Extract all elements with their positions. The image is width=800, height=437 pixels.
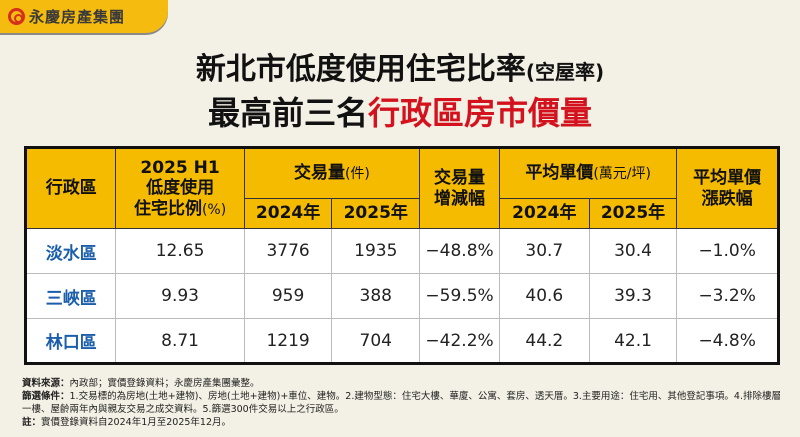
header-volume-change: 交易量 增減幅 [419,147,500,229]
header-district: 行政區 [24,147,117,229]
header-volume: 交易量(件) [243,147,421,199]
title-suffix: (空屋率) [525,60,605,84]
filter-label: 篩選條件： [22,391,70,402]
cell-district: 三峽區 [24,273,117,319]
header-price-change: 平均單價 漲跌幅 [676,147,779,229]
header-ratio: 2025 H1 低度使用 住宅比例(%) [115,147,245,229]
cell-price2024: 40.6 [499,273,590,319]
header-price-2024: 2024年 [499,198,590,229]
cell-price2025: 30.4 [588,228,678,274]
title-main: 新北市低度使用住宅比率 [195,52,526,87]
cell-vol-change: −48.8% [419,228,500,274]
cell-vol2025: 1935 [331,228,421,274]
header-vol-2025: 2025年 [331,198,421,229]
source-label: 資料來源： [22,378,70,389]
title-line2: 最高前三名行政區房市價量 [0,88,800,134]
cell-price-change: −1.0% [676,228,779,274]
title-line1: 新北市低度使用住宅比率(空屋率) [0,44,800,88]
logo-text: 永慶房產集團 [29,8,126,26]
source-text: 內政部；實價登錄資料；永慶房產集團彙整。 [69,378,260,389]
cell-vol2024: 1219 [243,318,333,364]
cell-price2025: 42.1 [588,318,678,364]
cell-price-change: −3.2% [676,273,779,319]
cell-district: 林口區 [24,318,117,364]
title-line2-black: 最高前三名 [207,94,368,132]
header-pchg-b: 漲跌幅 [701,188,753,209]
cell-price-change: −4.8% [676,318,779,364]
header-price-unit: (萬元/坪) [593,166,651,183]
cell-ratio: 8.71 [115,318,245,364]
header-ratio-unit: (%) [201,201,227,218]
header-vol-2024: 2024年 [243,198,333,229]
note-remark: 註：實價登錄資料自2024年1月至2025年12月。 [22,416,782,429]
table-row: 林口區 8.71 1219 704 −42.2% 44.2 42.1 −4.8% [24,318,779,364]
logo-icon [8,8,25,25]
cell-price2025: 39.3 [588,273,678,319]
cell-vol2025: 704 [331,318,421,364]
table-row: 三峽區 9.93 959 388 −59.5% 40.6 39.3 −3.2% [24,273,779,319]
cell-ratio: 12.65 [115,228,245,274]
header-ratio-b: 低度使用 [146,178,215,199]
header-volume-label: 交易量 [293,163,345,184]
note-filter: 篩選條件：1.交易標的為房地(土地+建物)、房地(土地+建物)+車位、建物。2.… [22,390,782,416]
cell-vol2024: 959 [243,273,333,319]
header-pchg-a: 平均單價 [693,168,762,189]
data-table: 行政區 2025 H1 低度使用 住宅比例(%) 交易量(件) 交易量 增減幅 平均單… [24,146,780,365]
cell-price2024: 44.2 [499,318,590,364]
cell-ratio: 9.93 [115,273,245,319]
header-price: 平均單價(萬元/坪) [498,147,678,199]
footnotes: 資料來源：內政部；實價登錄資料；永慶房產集團彙整。 篩選條件：1.交易標的為房地… [22,377,782,429]
header-vchg-b: 增減幅 [434,188,486,209]
title-line2-red: 行政區房市價量 [368,94,593,132]
note-source: 資料來源：內政部；實價登錄資料；永慶房產集團彙整。 [22,377,782,390]
header-price-2025: 2025年 [588,198,678,229]
cell-vol2024: 3776 [243,228,333,274]
cell-vol2025: 388 [331,273,421,319]
note-text: 實價登錄資料自2024年1月至2025年12月。 [41,417,232,428]
table-row: 淡水區 12.65 3776 1935 −48.8% 30.7 30.4 −1.… [24,228,779,274]
header-price-label: 平均單價 [525,163,594,184]
header-vchg-a: 交易量 [434,168,486,189]
header-ratio-a: 2025 H1 [140,157,220,178]
cell-vol-change: −59.5% [419,273,500,319]
brand-logo: 永慶房產集團 [0,0,168,33]
header-volume-unit: (件) [344,166,370,183]
filter-text: 1.交易標的為房地(土地+建物)、房地(土地+建物)+車位、建物。2.建物型態：… [22,391,781,415]
cell-price2024: 30.7 [499,228,590,274]
header-ratio-c: 住宅比例 [133,198,202,219]
note-label: 註： [22,417,42,428]
cell-district: 淡水區 [24,228,117,274]
cell-vol-change: −42.2% [419,318,500,364]
